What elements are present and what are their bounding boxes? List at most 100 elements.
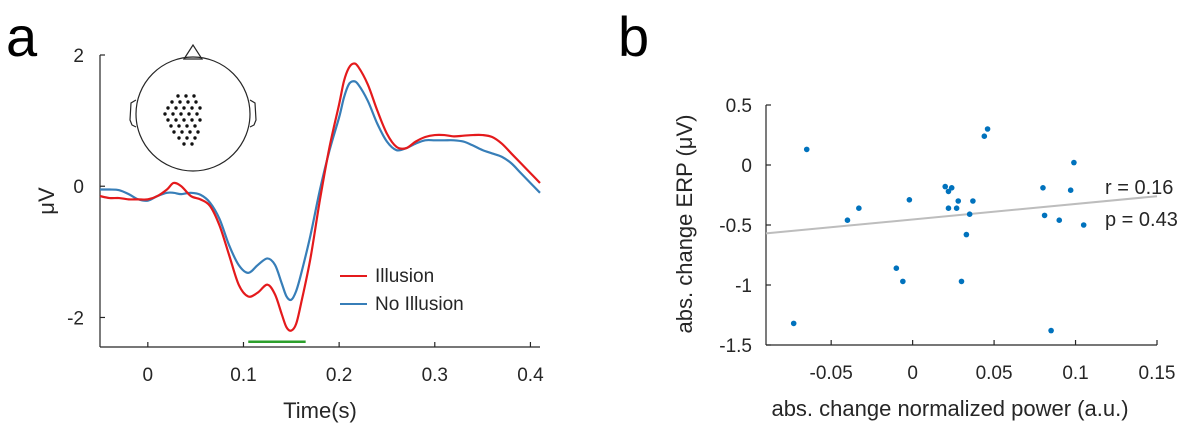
panel-a: 0 0.1 0.2 0.3 0.4 -2 0 2 Time(s) μV Illusion No… [34,43,544,423]
b-ylabel: abs. change ERP (μV) [672,115,697,334]
scatter-point [1080,222,1087,228]
a-series [99,62,541,332]
scatter-point [953,205,960,211]
b-ytick-label: -1.5 [719,336,752,357]
b-xtick-label: 0.05 [976,363,1013,384]
a-ylabel: μV [34,187,59,215]
series-no-illusion-line [99,80,541,302]
electrode-dot [187,112,191,116]
head-outline [135,56,251,172]
electrode-dot [192,94,196,98]
electrode-dot [196,130,200,134]
a-xtick-label: 0 [143,365,154,386]
scatter-point [1048,327,1054,334]
electrode-dot [188,130,192,134]
scatter-point [844,217,851,223]
electrode-dot [178,100,182,104]
electrode-dot [193,136,197,140]
a-ytick-label: -2 [67,308,84,329]
electrode-dot [190,118,194,122]
scatter-point [1041,212,1048,219]
a-xtick-label: 0.2 [326,365,352,386]
scatter-point [856,205,862,211]
nose-shape [182,43,204,60]
electrode-dot [190,142,194,146]
b-ytick-label: -1 [735,276,752,297]
scatter-point [1056,217,1063,223]
electrode-dot [198,106,202,110]
electrode-dot [195,112,199,116]
scalp-map-inset [129,43,257,172]
electrode-dot [180,130,184,134]
electrode-dot [176,94,180,98]
scatter-point [963,231,970,238]
electrode-dot [182,118,186,122]
electrode-dot [190,106,194,110]
scatter-point [803,146,810,153]
legend-no-illusion-label: No Illusion [375,294,464,315]
legend-illusion-label: Illusion [375,266,434,287]
electrode-dot [185,136,189,140]
electrode-dot [172,130,176,134]
b-fit-line [765,195,1158,235]
electrode-cluster [163,94,202,146]
scatter-point [948,185,955,191]
scatter-point [906,197,913,203]
b-xtick-label: 0 [907,363,918,384]
left-ear [129,99,137,128]
electrode-dot [177,124,181,128]
electrode-dot [182,142,186,146]
right-ear [249,99,257,128]
a-ytick-label: 2 [73,46,84,67]
scatter-point [1071,159,1077,166]
electrode-dot [174,106,178,110]
b-points [790,126,1087,334]
a-ticks: 0 0.1 0.2 0.3 0.4 -2 0 2 [67,46,544,386]
electrode-dot [174,118,178,122]
a-legend: Illusion No Illusion [340,266,464,315]
b-xlabel: abs. change normalized power (a.u.) [771,396,1128,421]
a-xtick-label: 0.1 [230,365,256,386]
electrode-dot [182,106,186,110]
scatter-point [1040,185,1046,191]
scatter-point [970,198,976,204]
scatter-point [984,126,991,132]
scatter-point [1067,187,1074,193]
b-xtick-label: 0.15 [1139,363,1176,384]
panel-b-label: b [618,5,649,68]
scatter-point [790,320,797,327]
regression-line [765,195,1158,235]
b-ticks: -0.05 0 0.05 0.1 0.15 0.5 0 -0.5 -1 -1.5 [719,96,1175,384]
electrode-dot [198,118,202,122]
a-ytick-label: 0 [73,177,84,198]
panel-b: -0.05 0 0.05 0.1 0.15 0.5 0 -0.5 -1 -1.5 r = 0.16… [672,96,1178,421]
stat-p: p = 0.43 [1105,209,1178,231]
electrode-dot [185,124,189,128]
electrode-dot [166,106,170,110]
electrode-dot [179,112,183,116]
panel-a-label: a [6,5,38,68]
scatter-point [942,183,949,190]
a-xtick-label: 0.3 [422,365,448,386]
stat-r: r = 0.16 [1105,177,1173,199]
b-ytick-label: 0.5 [726,96,752,117]
scatter-point [945,205,952,211]
electrode-dot [166,118,170,122]
electrode-dot [184,94,188,98]
b-ytick-label: 0 [741,156,752,177]
b-xtick-label: 0.1 [1062,363,1088,384]
scatter-point [981,133,988,139]
series-illusion-line [99,62,541,332]
electrode-dot [177,136,181,140]
scatter-point [955,198,962,204]
a-xtick-label: 0.4 [517,365,544,386]
scatter-point [945,188,952,195]
electrode-dot [163,112,167,116]
a-xlabel: Time(s) [283,398,357,423]
electrode-dot [186,100,190,104]
b-xtick-label: -0.05 [810,363,853,384]
scatter-point [958,278,965,285]
electrode-dot [170,100,174,104]
electrode-dot [193,124,197,128]
